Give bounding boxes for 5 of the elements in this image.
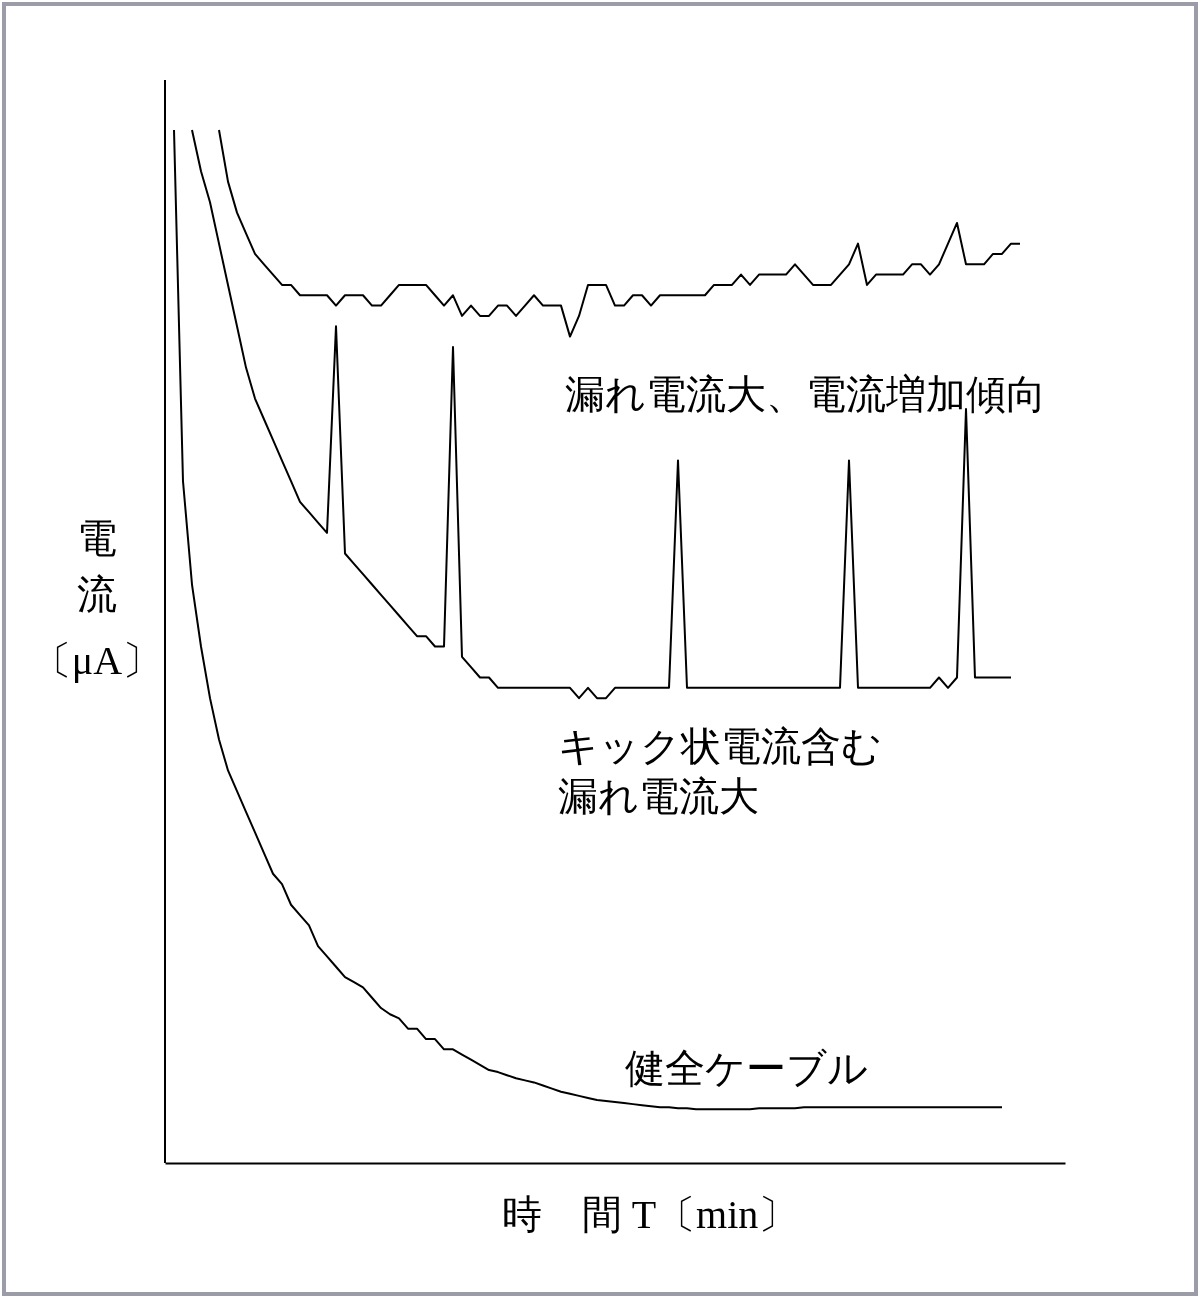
y-axis-title: 電流〔μA〕: [31, 516, 163, 683]
series-label: 健全ケーブル: [625, 1046, 868, 1091]
series-label: キック状電流含む漏れ電流大: [558, 724, 882, 819]
series-label: 漏れ電流大、電流増加傾向: [565, 372, 1046, 417]
x-axis-title: 時 間 T〔min〕: [501, 1192, 799, 1237]
